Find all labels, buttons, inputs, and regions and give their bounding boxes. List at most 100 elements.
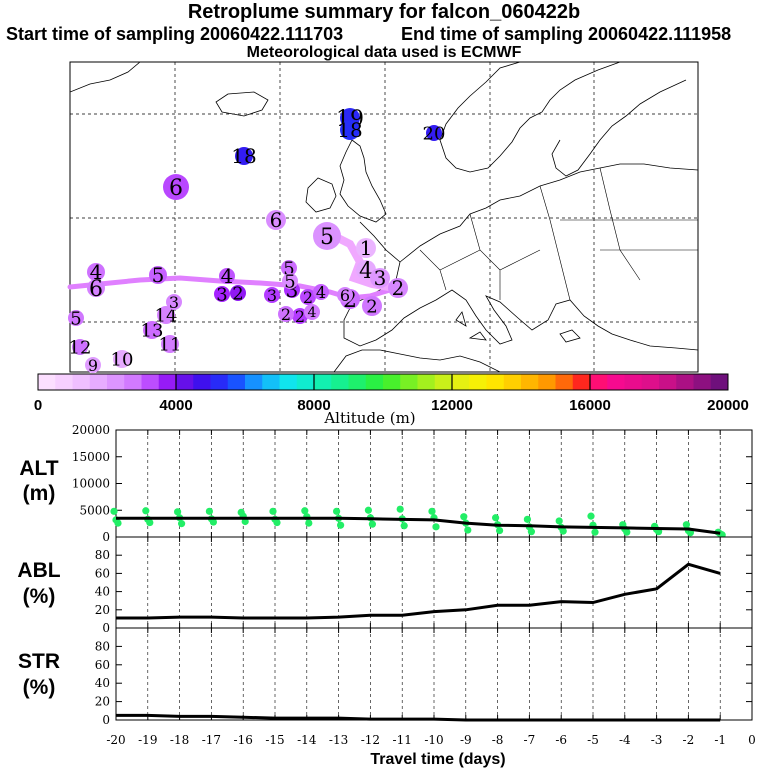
colorbar-swatch <box>124 374 142 390</box>
marker-day-label: 2 <box>392 276 405 300</box>
colorbar-swatch <box>607 374 625 390</box>
panel-unit: (%) <box>23 585 56 608</box>
plume-marker: 14 <box>155 305 178 326</box>
alt-point <box>396 505 404 513</box>
x-tick-label: 0 <box>748 733 756 747</box>
plume-marker: 5 <box>68 308 84 329</box>
coast-iceland <box>215 91 269 117</box>
marker-dot <box>235 147 253 165</box>
alt-point <box>110 507 118 515</box>
x-tick-label: -20 <box>106 733 125 747</box>
x-tick-label: -7 <box>524 733 536 747</box>
marker-day-label: 14 <box>155 305 178 326</box>
plume-marker: 2 <box>388 276 408 300</box>
panel-label: ALT <box>19 457 58 480</box>
x-tick-label: -3 <box>651 733 663 747</box>
x-tick-label: -9 <box>460 733 472 747</box>
colorbar-swatch <box>55 374 73 390</box>
x-tick-label: -18 <box>170 733 189 747</box>
colorbar-tick-label: 20000 <box>707 397 749 414</box>
panel-unit: (%) <box>23 676 56 699</box>
marker-dot <box>149 266 167 284</box>
y-tick-label: 0 <box>102 621 110 635</box>
marker-dot <box>166 294 182 310</box>
plume-marker: 6 <box>266 208 286 232</box>
colorbar-swatch <box>331 374 349 390</box>
marker-day-label: 10 <box>111 349 134 370</box>
colorbar-frame <box>37 373 729 391</box>
x-tick-label: -2 <box>683 733 695 747</box>
plume-marker: 4 <box>219 264 235 288</box>
colorbar-swatch <box>676 374 694 390</box>
alt-point <box>587 512 595 520</box>
end-time-label: End time of sampling 20060422.111958 <box>401 24 732 44</box>
panel-abl: 0 20 40 60 80 ABL (%) <box>17 536 753 635</box>
alt-point <box>364 506 372 514</box>
x-tick-label: -4 <box>619 733 631 747</box>
alt-point <box>492 514 500 522</box>
marker-day-label: 6 <box>340 286 350 305</box>
coast-ireland <box>305 177 337 213</box>
plume-marker: 10 <box>111 349 134 370</box>
alt-point <box>178 520 186 528</box>
y-tick-label: 80 <box>95 639 110 653</box>
marker-dot <box>388 278 408 298</box>
marker-day-label: 5 <box>284 271 295 292</box>
plume-marker: 5 <box>149 263 167 287</box>
colorbar-swatch <box>590 374 608 390</box>
x-tick-label: -11 <box>393 733 412 747</box>
marker-dot <box>313 222 341 250</box>
marker-dot <box>362 296 382 316</box>
marker-day-label: 9 <box>88 356 98 375</box>
colorbar-swatch <box>521 374 539 390</box>
alt-point <box>333 507 341 515</box>
coast-scandinavia <box>439 62 621 173</box>
y-tick-label: 20 <box>95 603 110 617</box>
marker-dot <box>370 268 390 288</box>
marker-dot <box>340 120 360 140</box>
plume-marker: 6 <box>163 174 189 201</box>
colorbar-swatch <box>158 374 177 390</box>
map-panel: 1918201866514324565432332222514131112109… <box>67 61 699 375</box>
y-tick-label: 10000 <box>72 477 110 491</box>
marker-day-label: 3 <box>267 286 277 305</box>
marker-day-label: 4 <box>308 305 317 321</box>
alt-point <box>523 515 532 523</box>
plume-marker: 18 <box>231 144 256 168</box>
colorbar-swatch <box>417 374 436 390</box>
alt-point <box>337 521 345 529</box>
coast-islands <box>455 311 581 343</box>
colorbar-swatch <box>176 374 194 390</box>
colorbar-tick-label: 4000 <box>159 397 192 414</box>
panel-label: ABL <box>17 559 60 582</box>
alt-point <box>205 507 213 515</box>
chart-title: Retroplume summary for falcon_060422b <box>187 1 581 23</box>
alt-point <box>146 518 154 527</box>
y-tick-label: 5000 <box>79 503 110 517</box>
alt-mean-line <box>116 516 721 535</box>
marker-day-label: 5 <box>152 263 165 287</box>
plume-marker: 3 <box>370 266 390 290</box>
plume-marker: 2 <box>278 305 294 324</box>
coast-africa <box>333 349 501 372</box>
colorbar-swatch <box>245 374 263 390</box>
alt-point <box>555 517 563 525</box>
alt-point <box>174 508 182 516</box>
plume-marker: 3 <box>264 286 280 305</box>
marker-day-label: 4 <box>221 264 234 288</box>
y-tick-label: 40 <box>95 676 110 690</box>
alt-point <box>400 522 408 530</box>
marker-day-label: 2 <box>281 305 291 324</box>
alt-point <box>460 513 468 521</box>
alt-point <box>114 519 122 527</box>
marker-dot <box>68 310 84 326</box>
panel-str: 0 20 40 60 80 STR (%) <box>18 627 753 727</box>
plume-marker: 12 <box>69 337 92 358</box>
x-tick-label: -17 <box>202 733 221 747</box>
marker-day-label: 5 <box>320 225 334 250</box>
plume-marker: 2 <box>362 296 382 317</box>
alt-point <box>269 507 277 515</box>
colorbar: 0 4000 8000 12000 16000 20000 Altitude (m) <box>34 373 749 427</box>
marker-dot <box>266 210 286 230</box>
